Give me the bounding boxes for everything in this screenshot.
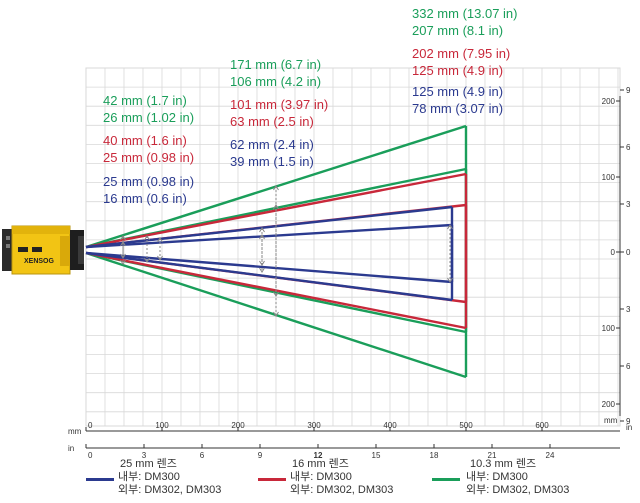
right-mm-tick-label: 100 — [602, 324, 616, 333]
legend-outer: 외부: DM302, DM303 — [118, 484, 222, 496]
right-mm-tick-label: 100 — [602, 173, 616, 182]
arrow-head-top — [447, 224, 453, 230]
green-far-outer-label: 332 mm (13.07 in) — [412, 6, 518, 21]
arrow-head-bottom — [447, 277, 453, 283]
arrow-head-top — [259, 234, 265, 240]
arrow-head-bottom — [259, 260, 265, 266]
green-mid-inner-label: 106 mm (4.2 in) — [230, 74, 322, 89]
arrow-head-top — [144, 235, 150, 241]
arrow-head-bottom — [144, 257, 150, 263]
legend-inner: 내부: DM300 — [466, 471, 528, 483]
arrow-head-top — [157, 237, 163, 243]
red-far-outer-label: 202 mm (7.95 in) — [412, 46, 511, 61]
green-near-outer-label: 42 mm (1.7 in) — [103, 93, 187, 108]
grid — [85, 67, 621, 427]
in-tick-label: 18 — [430, 451, 439, 460]
in-unit-label: in — [68, 444, 74, 453]
red-mid-outer-label: 101 mm (3.97 in) — [230, 97, 329, 112]
in-tick-label: 15 — [372, 451, 381, 460]
arrow-head-top — [120, 241, 126, 247]
arrow-head-top — [273, 185, 279, 191]
right-mm-tick-label: 200 — [602, 97, 616, 106]
in-tick-label: 6 — [200, 451, 205, 460]
arrow-head-bottom — [273, 291, 279, 297]
right-in-tick-label: 9 — [626, 86, 631, 95]
camera-icon: XENSOG — [2, 225, 84, 275]
mm-tick-label: 400 — [383, 421, 397, 430]
right-in-tick-label: 6 — [626, 143, 631, 152]
blue-inner-top-line — [85, 223, 453, 249]
mm-tick-label: 200 — [231, 421, 245, 430]
green-mid-outer-label: 171 mm (6.7 in) — [230, 57, 322, 72]
in-tick-label: 21 — [488, 451, 497, 460]
right-in-tick-label: 3 — [626, 305, 631, 314]
mm-tick-label: 0 — [88, 421, 93, 430]
in-tick-label: 0 — [88, 451, 93, 460]
legend-title: 16 mm 렌즈 — [292, 458, 349, 470]
arrow-head-bottom — [120, 259, 126, 265]
blue-near-outer-label: 25 mm (0.98 in) — [103, 174, 195, 189]
camera-brand-label: XENSOG — [24, 258, 55, 265]
in-tick-label: 24 — [546, 451, 555, 460]
green-near-inner-label: 26 mm (1.02 in) — [103, 110, 195, 125]
legend-inner: 내부: DM300 — [118, 471, 180, 483]
mm-tick-label: 300 — [307, 421, 321, 430]
arrow-head-bottom — [259, 267, 265, 273]
arrow-head-bottom — [157, 255, 163, 261]
right-in-tick-label: 0 — [626, 248, 631, 257]
blue-near-inner-label: 16 mm (0.6 in) — [103, 191, 187, 206]
right-mm-tick-label: 200 — [602, 400, 616, 409]
blue-mid-outer-label: 62 mm (2.4 in) — [230, 137, 314, 152]
in-tick-label: 9 — [258, 451, 263, 460]
arrow-head-bottom — [120, 253, 126, 259]
legend-outer: 외부: DM302, DM303 — [290, 484, 394, 496]
red-near-outer-label: 40 mm (1.6 in) — [103, 133, 187, 148]
mm-tick-label: 500 — [459, 421, 473, 430]
blue-mid-inner-label: 39 mm (1.5 in) — [230, 154, 314, 169]
red-near-inner-label: 25 mm (0.98 in) — [103, 150, 195, 165]
legend-swatch-green — [432, 478, 460, 481]
grid-border — [85, 67, 621, 427]
red-mid-inner-label: 63 mm (2.5 in) — [230, 114, 314, 129]
right-in-tick-label: 3 — [626, 200, 631, 209]
green-far-inner-label: 207 mm (8.1 in) — [412, 23, 504, 38]
legend-inner: 내부: DM300 — [290, 471, 352, 483]
mm-tick-label: 600 — [535, 421, 549, 430]
mm-unit-label: mm — [68, 427, 82, 436]
right-mm-unit-label: mm — [604, 416, 618, 425]
legend-swatch-blue — [86, 478, 114, 481]
right-mm-tick-label: 0 — [611, 248, 616, 257]
in-tick-label: 12 — [314, 451, 323, 460]
measurement-arrows — [120, 185, 453, 317]
right-in-tick-label: 6 — [626, 362, 631, 371]
right-in-tick-label: 9 — [626, 417, 631, 426]
arrow-head-bottom — [273, 311, 279, 317]
arrow-head-top — [273, 204, 279, 210]
legend-swatch-red — [258, 478, 286, 481]
legend-title: 25 mm 렌즈 — [120, 458, 177, 470]
red-far-inner-label: 125 mm (4.9 in) — [412, 63, 504, 78]
arrow-head-top — [259, 227, 265, 233]
blue-far-inner-label: 78 mm (3.07 in) — [412, 101, 504, 116]
legend-title: 10.3 mm 렌즈 — [470, 458, 537, 470]
right-in-unit-label: in — [626, 423, 632, 432]
legend-outer: 외부: DM302, DM303 — [466, 484, 570, 496]
blue-far-outer-label: 125 mm (4.9 in) — [412, 84, 504, 99]
mm-tick-label: 100 — [155, 421, 169, 430]
in-tick-label: 3 — [142, 451, 147, 460]
arrow-head-top — [120, 235, 126, 241]
